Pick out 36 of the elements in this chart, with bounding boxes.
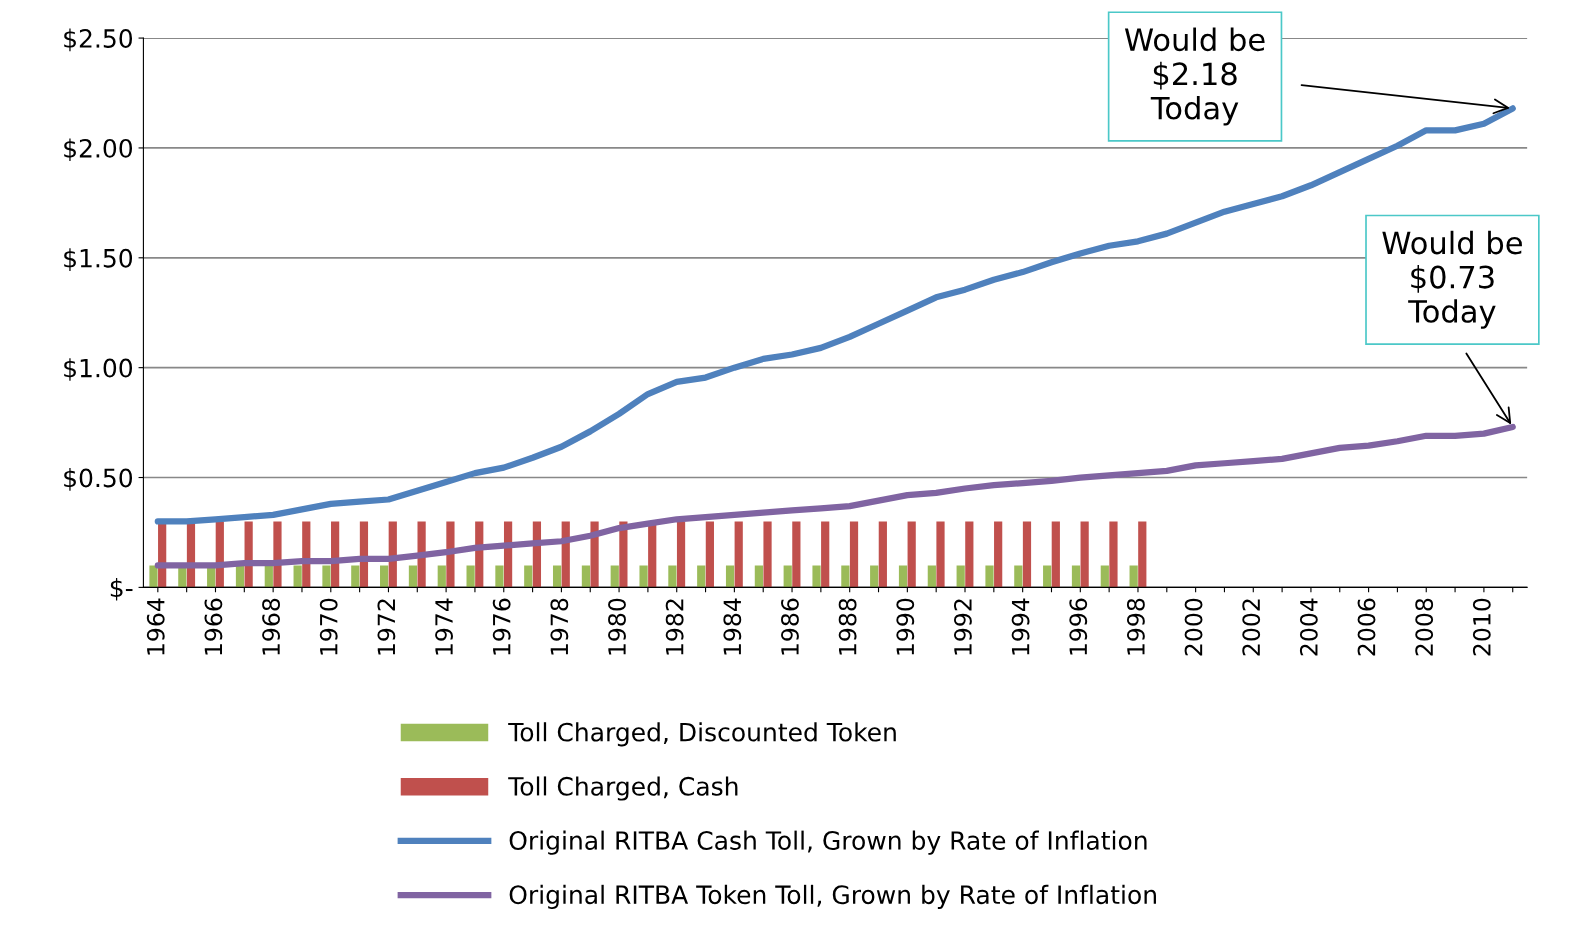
x-tick-label: 2008 [1415, 598, 1434, 656]
x-tick-label: 1976 [492, 598, 511, 655]
legend-label: Toll Charged, Cash [508, 776, 738, 801]
x-tick-label: 1996 [1069, 598, 1088, 655]
x-tick-label: 1990 [896, 598, 915, 655]
y-tick-label: $1.00 [64, 358, 133, 381]
x-tick-label: 2006 [1357, 598, 1376, 656]
x-tick-label: 2002 [1242, 599, 1261, 656]
x-tick-label: 1978 [550, 598, 569, 655]
x-tick-label: 2000 [1184, 598, 1203, 656]
x-tick-label: 1970 [319, 598, 338, 655]
x-tick-label: 1994 [1011, 598, 1030, 655]
x-tick-label: 2004 [1299, 598, 1318, 656]
legend-label: Original RITBA Token Toll, Grown by Rate of Inflation [509, 884, 1156, 909]
x-tick-label: 1986 [781, 598, 799, 655]
annotation: Would be $2.18 Today [1124, 27, 1265, 126]
x-tick-label: 1964 [146, 598, 165, 655]
x-tick-label: 1984 [723, 598, 742, 655]
x-tick-label: 2010 [1472, 598, 1491, 656]
x-tick-label: 1966 [204, 598, 223, 655]
legend-label: Original RITBA Cash Toll, Grown by Rate of Inflation [509, 830, 1147, 855]
legend-label: Toll Charged, Discounted Token [508, 722, 896, 747]
y-tick-label: $0.50 [64, 468, 133, 491]
x-tick-label: 1968 [262, 598, 280, 655]
x-tick-label: 1980 [608, 598, 626, 655]
x-tick-label: 1982 [665, 599, 684, 655]
x-tick-label: 1972 [377, 599, 396, 655]
y-tick-label: $- [110, 577, 133, 601]
annotation: Would be $0.73 Today [1382, 230, 1522, 329]
y-tick-label: $2.00 [64, 138, 133, 162]
x-tick-label: 1992 [954, 599, 972, 655]
y-tick-label: $2.50 [64, 28, 133, 52]
x-tick-label: 1974 [435, 598, 453, 655]
x-tick-label: 1988 [838, 598, 857, 655]
x-tick-label: 1998 [1126, 598, 1145, 655]
y-tick-label: $1.50 [64, 248, 133, 271]
